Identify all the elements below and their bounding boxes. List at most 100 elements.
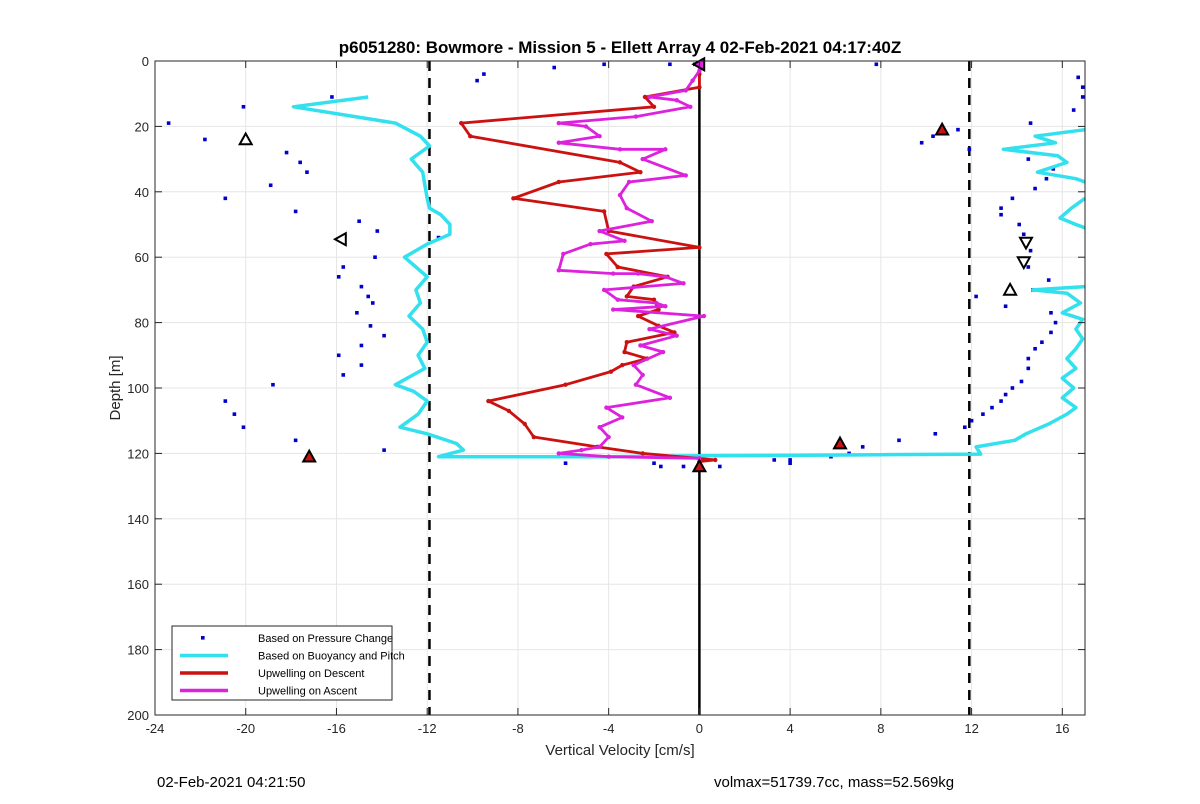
ascent-upwelling-line-point: [663, 147, 668, 152]
descent-upwelling-line-point: [617, 160, 623, 165]
pressure-change-point: [366, 294, 371, 299]
pressure-change-point: [962, 425, 967, 430]
ascent-upwelling-line-point: [556, 140, 561, 145]
pressure-change-point: [293, 438, 298, 443]
ascent-upwelling-line-point: [615, 297, 620, 302]
pressure-change-point: [931, 134, 935, 139]
y-tick-label: 200: [127, 708, 149, 723]
ascent-upwelling-line-point: [597, 444, 602, 450]
ascent-upwelling-line-point: [681, 281, 686, 286]
pressure-change-point: [1028, 248, 1033, 253]
buoyancy-pitch-line-segment: [1001, 127, 1086, 184]
y-tick-label: 80: [135, 316, 149, 331]
pressure-change-point: [788, 461, 792, 466]
y-tick-label: 160: [127, 577, 149, 592]
y-tick-label: 140: [127, 512, 149, 527]
ascent-upwelling-line-point: [647, 94, 652, 100]
descent-upwelling-line-point: [640, 451, 645, 456]
descent-upwelling-line-point: [697, 84, 702, 90]
pressure-change-point: [293, 209, 298, 214]
buoyancy-pitch-line: [291, 95, 1086, 459]
data-series: [166, 62, 1087, 469]
ascent-upwelling-line-point: [674, 333, 679, 338]
x-tick-label: -24: [146, 721, 165, 736]
buoyancy-pitch-line-segment: [1058, 196, 1087, 230]
pressure-change-point: [552, 65, 557, 70]
reference-lines: [428, 61, 971, 715]
ascent-upwelling-line-point: [620, 415, 625, 420]
pressure-change-point: [874, 62, 879, 67]
pressure-change-point: [357, 219, 361, 224]
pressure-change-point: [1080, 95, 1085, 99]
pressure-change-point: [241, 425, 246, 430]
pressure-change-point: [897, 438, 901, 443]
pressure-change-point: [659, 464, 663, 469]
legend: Based on Pressure Change Based on Buoyanc…: [171, 625, 405, 701]
ascent-upwelling-line-point: [556, 268, 561, 273]
legend-label: Based on Pressure Change: [258, 633, 393, 645]
ascent-upwelling-line-point: [588, 241, 593, 247]
descent-upwelling-line-point: [624, 294, 630, 299]
pressure-change-point: [1003, 304, 1008, 309]
x-tick-label: -20: [236, 721, 255, 736]
ascent-upwelling-line-point: [638, 343, 643, 348]
ascent-upwelling-line-point: [674, 98, 679, 103]
y-tick-label: 40: [135, 185, 149, 200]
y-tick-label: 60: [135, 250, 149, 265]
pressure-change-point: [718, 464, 722, 469]
pressure-change-point: [482, 72, 486, 76]
ascent-upwelling-line-point: [626, 179, 632, 185]
ascent-upwelling-line-point: [579, 447, 584, 453]
ascent-upwelling-line-point: [631, 362, 636, 368]
pressure-change-point: [1026, 366, 1031, 371]
x-axis-label: Vertical Velocity [cm/s]: [545, 742, 694, 759]
triangle-marker: [1016, 256, 1032, 271]
pressure-change-point: [563, 461, 568, 466]
pressure-change-point: [382, 333, 386, 338]
legend-label: Upwelling on Descent: [258, 668, 364, 680]
pressure-change-point: [336, 275, 341, 279]
ascent-upwelling-line-point: [690, 78, 695, 83]
x-tick-label: 16: [1055, 721, 1069, 736]
descent-upwelling-line-point: [511, 196, 516, 201]
descent-upwelling-line-point: [635, 313, 641, 319]
ascent-upwelling-line-point: [640, 156, 645, 162]
pressure-change-point: [1051, 167, 1056, 171]
pressure-change-point: [919, 140, 924, 145]
pressure-change-point: [1046, 278, 1051, 282]
x-tick-label: 8: [877, 721, 884, 736]
pressure-change-point: [359, 284, 364, 289]
pressure-change-point: [860, 445, 865, 449]
ascent-upwelling-line-point: [556, 451, 561, 456]
pressure-change-point: [341, 265, 346, 269]
x-tick-label: 4: [787, 721, 794, 736]
ascent-upwelling-line-point: [617, 147, 623, 152]
pressure-change-point: [1026, 265, 1031, 269]
descent-upwelling-line-point: [622, 349, 627, 355]
pressure-change-point: [668, 62, 672, 67]
descent-upwelling-line-point: [608, 369, 614, 374]
pressure-change-point: [1017, 222, 1022, 227]
pressure-change-point: [268, 183, 273, 188]
ascent-upwelling-line-point: [697, 456, 702, 461]
ascent-upwelling-line-point: [688, 104, 693, 109]
pressure-change-point: [772, 458, 777, 462]
descent-upwelling-line-point: [642, 94, 648, 100]
pressure-change-point: [341, 373, 346, 377]
footer-timestamp: 02-Feb-2021 04:21:50: [157, 774, 306, 791]
pressure-change-point: [1076, 75, 1080, 80]
y-tick-label: 100: [127, 381, 149, 396]
y-axis-label: Depth [m]: [107, 355, 124, 420]
ascent-upwelling-line-point: [610, 271, 616, 276]
pressure-change-point: [1026, 157, 1031, 161]
chart-title: p6051280: Bowmore - Mission 5 - Ellett A…: [339, 38, 902, 57]
pressure-change-point: [974, 294, 978, 299]
x-tick-label: -12: [418, 721, 437, 736]
x-tick-label: -16: [327, 721, 346, 736]
ascent-upwelling-line-point: [654, 300, 659, 306]
pressure-change-point: [475, 78, 479, 83]
pressure-change-point: [956, 127, 960, 132]
pressure-change-point: [359, 343, 364, 348]
descent-upwelling-line-point: [556, 179, 561, 185]
pressure-change-point: [359, 363, 364, 367]
